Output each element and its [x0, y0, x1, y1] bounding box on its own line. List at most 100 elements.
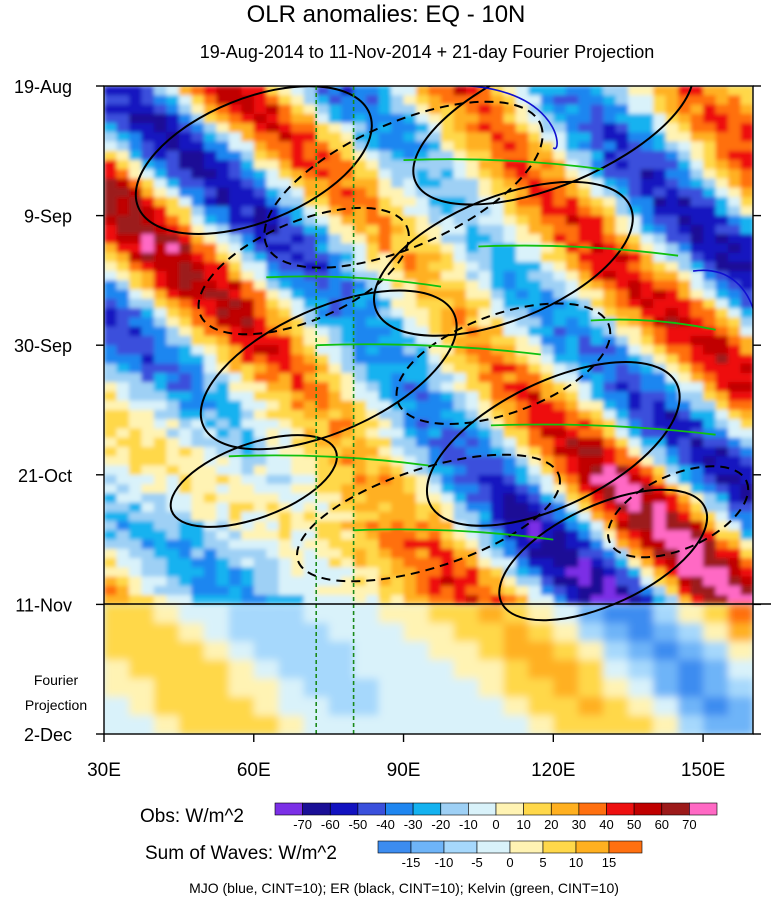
- obs-cell: [266, 511, 280, 522]
- obs-cell: [453, 391, 467, 402]
- obs-cell: [253, 150, 268, 161]
- obs-cell: [403, 345, 417, 356]
- obs-cell: [216, 474, 230, 485]
- obs-cell: [690, 252, 704, 263]
- obs-cell: [453, 548, 467, 559]
- obs-cell: [453, 484, 467, 495]
- obs-cell: [490, 382, 505, 393]
- projection-cell: [353, 697, 380, 717]
- obs-cell: [166, 252, 180, 263]
- obs-cell: [366, 215, 380, 226]
- obs-cell: [578, 437, 592, 448]
- obs-cell: [540, 215, 555, 226]
- obs-cell: [703, 373, 717, 384]
- obs-cell: [465, 132, 480, 143]
- obs-cell: [116, 160, 130, 171]
- obs-cell: [316, 141, 330, 152]
- obs-cell: [203, 354, 218, 365]
- obs-cell: [203, 298, 218, 309]
- obs-cell: [590, 261, 605, 272]
- obs-cell: [578, 289, 592, 300]
- obs-cell: [640, 308, 654, 319]
- obs-cell: [278, 113, 292, 124]
- obs-cell: [678, 150, 692, 161]
- obs-cell: [303, 150, 317, 161]
- obs-cell: [653, 289, 667, 300]
- obs-cell: [578, 410, 592, 421]
- obs-cell: [478, 447, 492, 458]
- obs-cell: [391, 261, 405, 272]
- projection-cell: [228, 678, 255, 698]
- obs-cell: [565, 391, 580, 402]
- obs-cell: [503, 243, 517, 254]
- obs-cell: [129, 169, 143, 180]
- obs-cell: [178, 354, 193, 365]
- obs-cell: [241, 447, 255, 458]
- obs-cell: [178, 428, 193, 439]
- colorbar-swatch: [495, 802, 524, 816]
- obs-cell: [416, 576, 430, 587]
- obs-cell: [490, 206, 505, 217]
- obs-cell: [478, 169, 492, 180]
- obs-cell: [565, 224, 580, 235]
- obs-cell: [228, 595, 243, 606]
- obs-cell: [715, 326, 729, 337]
- obs-cell: [353, 206, 367, 217]
- obs-cell: [428, 447, 442, 458]
- obs-cell: [303, 530, 317, 541]
- obs-cell: [615, 511, 629, 522]
- obs-cell: [191, 437, 205, 448]
- obs-cell: [528, 178, 542, 189]
- obs-cell: [528, 363, 542, 374]
- projection-cell: [428, 697, 455, 717]
- obs-cell: [515, 261, 530, 272]
- obs-cell: [640, 298, 654, 309]
- obs-cell: [353, 104, 367, 115]
- obs-cell: [490, 224, 505, 235]
- obs-cell: [328, 95, 342, 106]
- obs-cell: [515, 280, 530, 291]
- obs-cell: [153, 521, 168, 532]
- obs-cell: [428, 400, 442, 411]
- obs-cell: [203, 104, 218, 115]
- obs-cell: [690, 474, 704, 485]
- obs-cell: [603, 215, 617, 226]
- projection-cell: [653, 678, 680, 698]
- obs-cell: [303, 410, 317, 421]
- obs-cell: [615, 419, 629, 430]
- obs-cell: [740, 410, 753, 421]
- obs-cell: [728, 474, 742, 485]
- obs-cell: [328, 484, 342, 495]
- contour-legend: MJO (blue, CINT=10); ER (black, CINT=10)…: [189, 880, 619, 896]
- colorbar-swatch: [468, 802, 497, 816]
- obs-cell: [153, 465, 168, 476]
- obs-cell: [341, 474, 355, 485]
- obs-cell: [515, 511, 530, 522]
- obs-cell: [353, 169, 367, 180]
- obs-cell: [615, 456, 629, 467]
- obs-cell: [228, 123, 243, 134]
- obs-cell: [191, 215, 205, 226]
- obs-cell: [715, 400, 729, 411]
- obs-cell: [316, 215, 330, 226]
- obs-cell: [665, 391, 679, 402]
- obs-cell: [703, 95, 717, 106]
- obs-cell: [603, 363, 617, 374]
- obs-cell: [690, 234, 704, 245]
- obs-cell: [153, 169, 168, 180]
- obs-cell: [528, 465, 542, 476]
- obs-cell: [166, 335, 180, 346]
- colorbar-level-label: -5: [471, 855, 483, 870]
- obs-cell: [553, 215, 567, 226]
- obs-cell: [515, 187, 530, 198]
- obs-cell: [503, 548, 517, 559]
- obs-cell: [640, 558, 654, 569]
- obs-cell: [428, 178, 442, 189]
- obs-cell: [528, 548, 542, 559]
- obs-cell: [166, 428, 180, 439]
- obs-cell: [665, 132, 679, 143]
- obs-cell: [378, 521, 392, 532]
- obs-cell: [403, 391, 417, 402]
- obs-cell: [353, 595, 367, 606]
- projection-cell: [203, 604, 230, 624]
